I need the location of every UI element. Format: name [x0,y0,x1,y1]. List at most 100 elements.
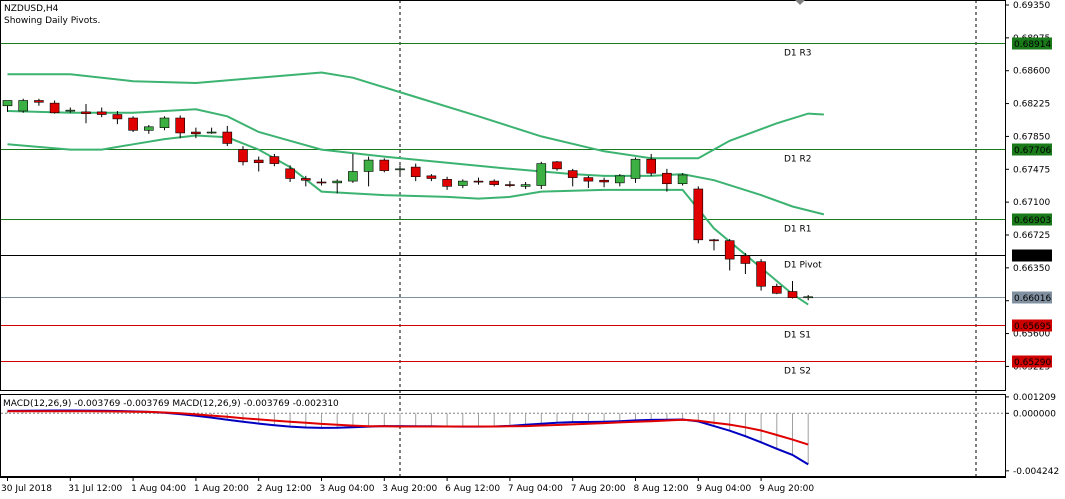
macd-panel-frame [0,394,1006,477]
candle [724,238,735,271]
time-tick-label: 1 Aug 20:00 [194,484,249,494]
candle-body [552,161,562,170]
level-label: D1 Pivot [784,261,822,271]
candle-body [473,180,484,183]
time-tick-label: 3 Aug 20:00 [382,484,437,494]
level-label: D1 R1 [784,225,812,235]
candle [583,175,594,189]
macd-signal-line [7,410,809,446]
price-axis: 0.693500.689750.686000.682250.678500.674… [1005,1,1050,372]
candle-body [253,159,264,164]
level-label: D1 S1 [784,331,811,341]
macd-tick-label: -0.004242 [1013,467,1059,477]
candle-body [175,117,185,134]
candle-body [316,181,327,184]
main-chart-frame [0,0,1006,391]
candle [410,163,421,182]
candle [300,175,311,187]
candle [206,127,217,134]
candle [65,107,76,113]
level-label: D1 R2 [784,155,812,165]
time-tick-label: 6 Aug 12:00 [445,484,500,494]
candle [269,153,280,167]
candle-body [18,100,29,112]
price-tick-label: 0.65600 [1013,330,1050,340]
candle-body [771,285,782,294]
level-price-tag-label: 0.66498 [1014,252,1051,262]
level-price-tag [1012,213,1052,226]
time-axis: 30 Jul 2018 31 Jul 12:00 1 Aug 04:00 1 Aug … [1,477,814,494]
candle [646,153,657,176]
candle [222,125,233,147]
bollinger-middle [7,108,825,216]
time-tick-label: 8 Aug 12:00 [634,484,689,494]
price-tick-label: 0.68600 [1013,67,1050,77]
candle [709,238,719,251]
time-tick-label: 3 Aug 04:00 [320,484,375,494]
candle-body [536,163,547,186]
candle [520,181,531,189]
candle [379,158,390,173]
candle [395,165,405,175]
chart-subtitle: Showing Daily Pivots. [4,16,100,26]
time-tick-label: 7 Aug 20:00 [571,484,626,494]
candle [81,104,91,124]
price-tick-label: 0.67850 [1013,132,1050,142]
candle [489,179,500,187]
candle [112,111,123,125]
candle-body [379,159,390,171]
candle [191,127,201,139]
time-tick-label: 30 Jul 2018 [1,484,52,494]
candle [18,98,29,113]
level-price-tag [1012,37,1052,50]
candle-body [332,180,343,184]
candle-body [191,131,201,135]
candle-body [238,149,248,163]
macd-indicator: 0.001209 0.000000 -0.004242 [1,393,1059,477]
candle [457,179,468,189]
candle [2,100,13,112]
candle [285,165,295,182]
candle-body [756,261,766,287]
candle [159,116,170,131]
candle-body [489,180,500,185]
candle-body [646,158,657,174]
candle-body [567,170,578,178]
candle-body [693,188,704,241]
candle [253,156,264,172]
level-price-tag-label: 0.67706 [1014,146,1051,156]
time-tick-label: 9 Aug 20:00 [759,484,814,494]
candle-body [740,255,751,264]
candle-body [81,111,91,114]
level-label: D1 R3 [784,49,812,59]
candle [128,116,138,133]
candle [771,283,782,295]
level-price-tag-label: 0.66016 [1014,294,1051,304]
candle-body [395,168,405,171]
candle-body [457,180,468,186]
candle [505,181,515,188]
candle [614,174,625,187]
candle-body [599,179,609,183]
candle-body [144,126,154,131]
candlestick-series [2,98,814,301]
chart-shift-marker-icon[interactable] [795,0,805,5]
candle [144,125,154,134]
candle-body [159,117,170,128]
candle-body [112,114,123,120]
level-price-tag-label: 0.66903 [1014,216,1051,226]
candle-body [300,178,311,181]
candle-body [709,239,719,242]
level-price-tag [1012,291,1052,304]
candle-body [614,175,625,184]
time-tick-label: 2 Aug 12:00 [257,484,312,494]
time-tick-label: 7 Aug 04:00 [508,484,563,494]
symbol-title: NZDUSD,H4 [4,4,59,14]
candle [567,168,578,187]
candle-body [96,111,107,115]
candle-body [505,184,515,186]
candle-body [630,158,641,179]
candle [787,280,798,299]
level-price-tag [1012,319,1052,332]
